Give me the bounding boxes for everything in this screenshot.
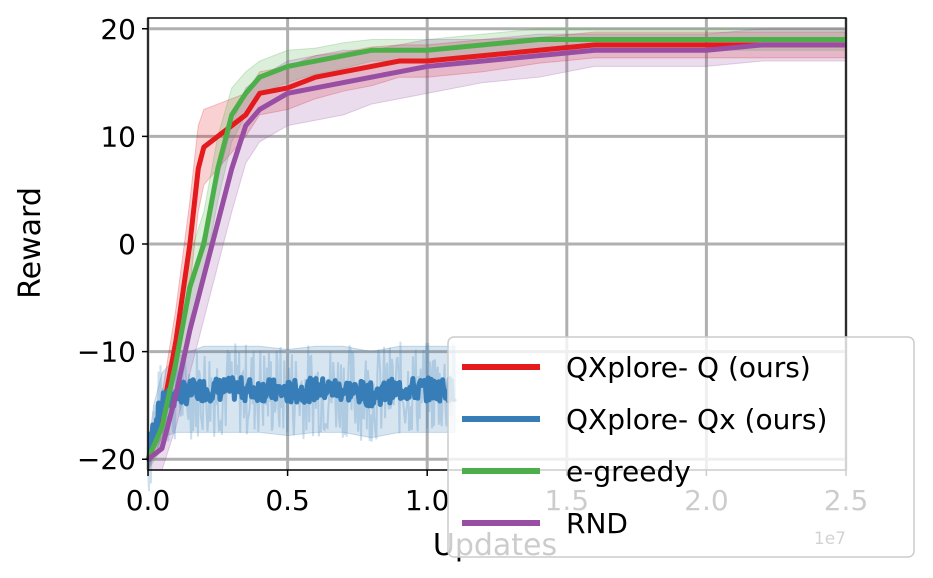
- x-tick-label: 0.0: [126, 484, 171, 517]
- qx-noise-line: [147, 341, 457, 491]
- x-tick-label: 0.5: [265, 484, 310, 517]
- qx-noise-lines: [147, 341, 457, 491]
- y-tick-label: 20: [100, 13, 136, 46]
- legend-label: RND: [566, 507, 628, 540]
- series-line: [145, 37, 846, 461]
- y-tick-label: −10: [77, 336, 136, 369]
- legend: QXplore- Q (ours) QXplore- Qx (ours) e-gre…: [447, 336, 915, 558]
- series-line: [145, 42, 846, 461]
- legend-label: QXplore- Qx (ours): [566, 403, 827, 436]
- legend-box: [447, 336, 915, 558]
- series-line: [146, 42, 846, 462]
- x-tick-label: 1.0: [405, 484, 450, 517]
- y-tick-label: 10: [100, 120, 136, 153]
- y-tick-label: 0: [118, 228, 136, 261]
- legend-label: e-greedy: [566, 455, 691, 488]
- series-line: [145, 375, 458, 463]
- series-lines: [145, 37, 846, 463]
- y-tick-label: −20: [77, 443, 136, 476]
- legend-label: QXplore- Q (ours): [566, 351, 811, 384]
- y-axis-label: Reward: [13, 187, 48, 299]
